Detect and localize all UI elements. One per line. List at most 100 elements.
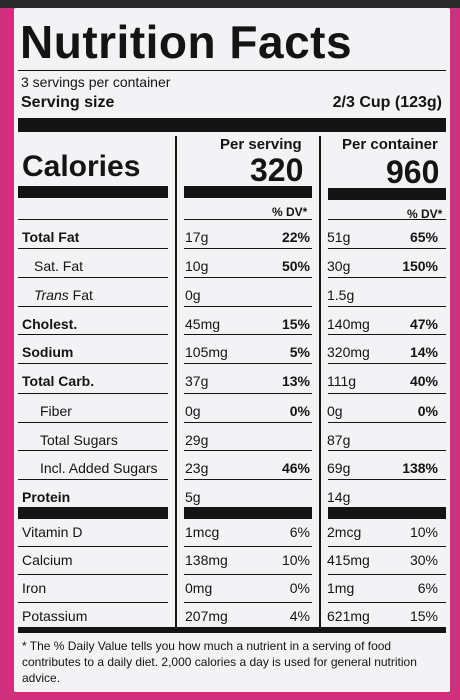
row-rule [328,602,446,603]
dv-per-container: 150% [402,258,438,274]
nutrient-label: Sat. Fat [34,258,84,274]
amount-per-serving: 0mg [185,580,213,596]
dv-per-container: 15% [409,608,438,624]
dv-per-serving: 13% [281,373,310,389]
column-divider-container [319,136,321,628]
dv-per-serving: 22% [281,229,310,245]
amount-per-container: 111g [327,373,357,389]
amount-per-serving: 138mg [185,552,228,568]
row-rule [18,393,168,394]
nutrient-label: Protein [22,489,71,505]
dv-header-container: % DV* [407,207,443,221]
row-rule [18,277,168,278]
calories-bar-right [328,188,446,200]
nutrient-label: Fiber [40,403,72,419]
amount-per-serving: 23g [185,460,209,476]
row-rule [18,546,168,547]
column-divider-serving [175,136,177,628]
dv-per-container: 6% [417,580,438,596]
dv-per-serving: 15% [281,316,310,332]
nutrient-name: Fat [72,287,93,303]
calories-bar-left [18,186,168,198]
servings-per-container: 3 servings per container [21,74,171,90]
nutrition-facts-title: Nutrition Facts [20,16,353,68]
per-serving-header: Per serving [220,136,302,153]
serving-size-value: 2/3 Cup (123g) [332,94,442,111]
row-rule [18,363,168,364]
amount-per-container: 14g [327,489,351,505]
row-rule [18,450,168,451]
row-rule [328,546,446,547]
amount-per-container: 1.5g [327,287,355,303]
row-rule [184,277,312,278]
top-edge [0,0,460,8]
row-rule [184,306,312,307]
amount-per-serving: 5g [185,489,201,505]
nutrition-facts-panel: Nutrition Facts 3 servings per container… [14,8,450,692]
amount-per-container: 621mg [327,608,370,624]
dv-per-serving: 0% [289,403,310,419]
row-rule [184,334,312,335]
vitamin-bar-left [18,507,168,519]
row-rule [328,248,446,249]
nutrient-label: Total Carb. [22,373,95,389]
row-rule [184,602,312,603]
amount-per-container: 30g [327,258,351,274]
row-rule [18,248,168,249]
row-rule [184,393,312,394]
dv-header-serving: % DV* [272,205,308,219]
row-rule [328,219,446,220]
row-rule [184,219,312,220]
amount-per-serving: 207mg [185,608,228,624]
nutrient-label: Trans Fat [34,287,93,303]
row-rule [18,422,168,423]
nutrient-prefix: Trans [34,287,69,303]
dv-per-serving: 4% [289,608,310,624]
amount-per-serving: 105mg [185,344,228,360]
row-rule [184,574,312,575]
dv-per-container: 30% [409,552,438,568]
row-rule [328,479,446,480]
vitamin-bar-mid [184,507,312,519]
title-rule [18,70,446,71]
row-rule [18,574,168,575]
dv-per-serving: 5% [289,344,310,360]
amount-per-serving: 10g [185,258,209,274]
serving-size-bar [18,118,446,132]
nutrient-label: Cholest. [22,316,78,332]
amount-per-serving: 45mg [185,316,221,332]
row-rule [184,363,312,364]
dv-per-container: 10% [409,524,438,540]
nutrient-label: Incl. Added Sugars [40,460,158,476]
amount-per-serving: 17g [185,229,209,245]
vitamin-label: Calcium [22,552,73,568]
per-container-header: Per container [342,136,438,153]
calories-per-serving: 320 [250,152,304,188]
amount-per-container: 87g [327,432,351,448]
footnote-bar [18,627,446,633]
daily-value-footnote: * The % Daily Value tells you how much a… [22,639,417,685]
nutrient-label: Sodium [22,344,74,360]
dv-per-container: 138% [402,460,438,476]
row-rule [328,363,446,364]
calories-label: Calories [22,150,141,183]
amount-per-serving: 0g [185,403,201,419]
dv-per-container: 0% [417,403,438,419]
row-rule [18,602,168,603]
dv-per-serving: 46% [281,460,310,476]
amount-per-container: 140mg [327,316,370,332]
row-rule [184,450,312,451]
row-rule [184,422,312,423]
amount-per-serving: 0g [185,287,201,303]
row-rule [328,450,446,451]
dv-per-serving: 0% [289,580,310,596]
vitamin-label: Iron [22,580,47,596]
dv-per-serving: 10% [281,552,310,568]
row-rule [184,248,312,249]
amount-per-serving: 29g [185,432,209,448]
amount-per-container: 2mcg [327,524,362,540]
row-rule [184,479,312,480]
dv-per-serving: 6% [289,524,310,540]
row-rule [328,574,446,575]
amount-per-container: 415mg [327,552,370,568]
